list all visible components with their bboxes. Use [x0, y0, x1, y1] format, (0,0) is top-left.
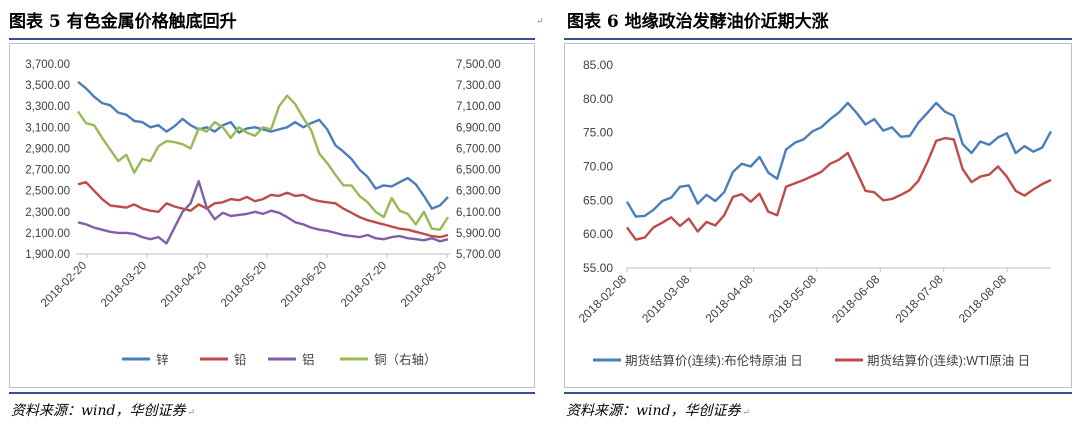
- series-line: [77, 80, 449, 210]
- x-axis-tick-label: 2018-03-08: [639, 272, 693, 326]
- legend-label: 期货结算价(连续):WTI原油 日: [867, 353, 1030, 368]
- right-source-note: 资料来源：wind，华创证券 ↵: [566, 403, 750, 419]
- x-axis-tick-label: 2018-08-20: [399, 260, 449, 310]
- left-chart-frame: 3,700.00 3,500.00 3,300.00 3,100.00 2,900.00…: [9, 43, 535, 388]
- x-axis-tick-label: 2018-07-20: [339, 260, 389, 310]
- right-chart: 85.0080.0075.0070.0065.0060.0055.002018-…: [576, 58, 1053, 368]
- series-line: [77, 180, 449, 239]
- x-axis-tick-label: 2018-04-20: [159, 260, 209, 310]
- left-source-note: 资料来源：wind，华创证券 ↵: [11, 403, 195, 419]
- right-source-rule: [564, 392, 1072, 394]
- y-axis-tick-label: 75.00: [583, 126, 613, 140]
- right-axis-tick-label: 7,500.00: [456, 59, 501, 71]
- left-axis-tick-label: 3,300.00: [25, 101, 70, 113]
- x-axis-tick-label: 2018-05-08: [766, 272, 820, 326]
- y-axis-tick-label: 85.00: [583, 58, 613, 72]
- left-axis-tick-label: 2,100.00: [25, 228, 70, 240]
- left-chart: 3,700.00 3,500.00 3,300.00 3,100.00 2,900.00…: [25, 59, 501, 367]
- left-axis-tick-label: 1,900.00: [25, 249, 70, 261]
- x-axis-tick-label: 2018-04-08: [702, 272, 756, 326]
- right-axis-tick-label: 6,700.00: [456, 143, 501, 155]
- left-axis-tick-label: 2,300.00: [25, 207, 70, 219]
- right-axis-tick-label: 5,700.00: [456, 249, 501, 261]
- x-axis-tick-label: 2018-03-20: [99, 260, 149, 310]
- left-chart-title: 图表 5 有色金属价格触底回升: [9, 12, 237, 32]
- paragraph-mark: ↵: [536, 17, 544, 27]
- legend-label: 铝: [302, 352, 315, 367]
- right-chart-frame: 85.00 80.00 75.00 70.00 65.00 60.00 55.00 2018-…: [564, 43, 1072, 388]
- x-axis-tick-label: 2018-05-20: [219, 260, 269, 310]
- y-axis-tick-label: 65.00: [583, 193, 613, 207]
- series-line: [626, 136, 1052, 241]
- legend-label: 铜（右轴）: [374, 352, 437, 367]
- series-line: [77, 94, 450, 231]
- x-axis-tick-label: 2018-07-08: [892, 272, 946, 326]
- left-axis-tick-label: 2,900.00: [25, 143, 70, 155]
- series-line: [625, 101, 1053, 218]
- left-axis-tick-label: 2,500.00: [25, 186, 70, 198]
- right-axis-tick-label: 7,100.00: [456, 101, 501, 113]
- right-axis-tick-label: 6,900.00: [456, 122, 501, 134]
- y-axis-tick-label: 70.00: [583, 160, 613, 174]
- y-axis-tick-label: 55.00: [583, 261, 613, 275]
- y-axis-tick-label: 60.00: [583, 227, 613, 241]
- left-axis-tick-label: 3,100.00: [25, 122, 70, 134]
- left-axis-tick-label: 3,500.00: [25, 80, 70, 92]
- x-axis-tick-label: 2018-08-08: [956, 272, 1010, 326]
- x-axis-tick-label: 2018-02-20: [39, 260, 89, 310]
- left-axis-tick-label: 2,700.00: [25, 165, 70, 177]
- series-line: [77, 179, 449, 245]
- x-axis-tick-label: 2018-06-08: [829, 272, 883, 326]
- right-axis-tick-label: 7,300.00: [456, 80, 501, 92]
- left-axis-tick-label: 3,700.00: [25, 59, 70, 71]
- right-chart-title: 图表 6 地缘政治发酵油价近期大涨: [567, 12, 829, 32]
- x-axis-tick-label: 2018-02-08: [576, 272, 630, 326]
- right-axis-tick-label: 5,900.00: [456, 228, 501, 240]
- y-axis-tick-label: 80.00: [583, 92, 613, 106]
- left-title-rule: [9, 38, 535, 40]
- x-axis-tick-label: 2018-06-20: [279, 260, 329, 310]
- right-axis-tick-label: 6,300.00: [456, 186, 501, 198]
- right-title-rule: [564, 38, 1072, 40]
- left-source-rule: [9, 392, 535, 394]
- legend-label: 铅: [234, 353, 247, 367]
- legend-label: 期货结算价(连续):布伦特原油 日: [625, 353, 803, 368]
- legend-label: 锌: [156, 353, 169, 367]
- right-axis-tick-label: 6,500.00: [456, 165, 501, 177]
- right-axis-tick-label: 6,100.00: [456, 207, 501, 219]
